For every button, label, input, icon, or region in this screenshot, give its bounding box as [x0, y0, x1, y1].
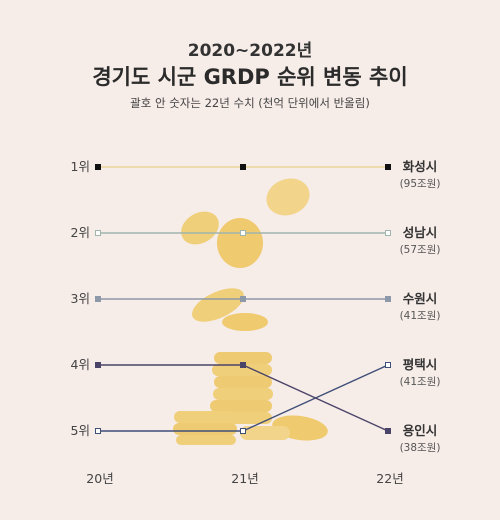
rank-label-4: 4위 [71, 357, 90, 372]
data-point-2-2 [240, 230, 246, 236]
year-label-1: 20년 [86, 471, 113, 486]
chart-period: 2020~2022년 [188, 41, 313, 61]
rank-label-1: 1위 [71, 159, 90, 174]
series-label-1: 화성시 [403, 159, 438, 174]
year-label-3: 22년 [376, 471, 403, 486]
data-point-5-2 [240, 362, 246, 368]
data-label-5: (38조원) [400, 442, 441, 454]
data-point-4-1 [95, 428, 101, 434]
rank-label-3: 3위 [71, 291, 90, 306]
data-label-2: (57조원) [400, 244, 441, 256]
series-label-5: 용인시 [403, 423, 438, 438]
series-label-3: 수원시 [403, 291, 438, 306]
year-label-2: 21년 [231, 471, 258, 486]
chart-note: 괄호 안 숫자는 22년 수치 (천억 단위에서 반올림) [130, 96, 370, 110]
rank-label-2: 2위 [71, 225, 90, 240]
data-point-3-1 [95, 296, 101, 302]
data-point-5-1 [95, 362, 101, 368]
data-point-2-3 [385, 230, 391, 236]
data-point-1-2 [240, 164, 246, 170]
gold-coins-illustration [173, 178, 328, 445]
data-point-5-3 [385, 428, 391, 434]
series-label-4: 평택시 [403, 357, 438, 372]
chart-title: 경기도 시군 GRDP 순위 변동 추이 [92, 65, 407, 89]
data-label-3: (41조원) [400, 310, 441, 322]
data-point-1-3 [385, 164, 391, 170]
data-point-4-2 [240, 428, 246, 434]
data-point-1-1 [95, 164, 101, 170]
data-label-4: (41조원) [400, 376, 441, 388]
data-point-4-3 [385, 362, 391, 368]
data-point-2-1 [95, 230, 101, 236]
data-point-3-3 [385, 296, 391, 302]
rank-label-5: 5위 [71, 423, 90, 438]
data-point-3-2 [240, 296, 246, 302]
series-label-2: 성남시 [403, 225, 438, 240]
data-label-1: (95조원) [400, 178, 441, 190]
